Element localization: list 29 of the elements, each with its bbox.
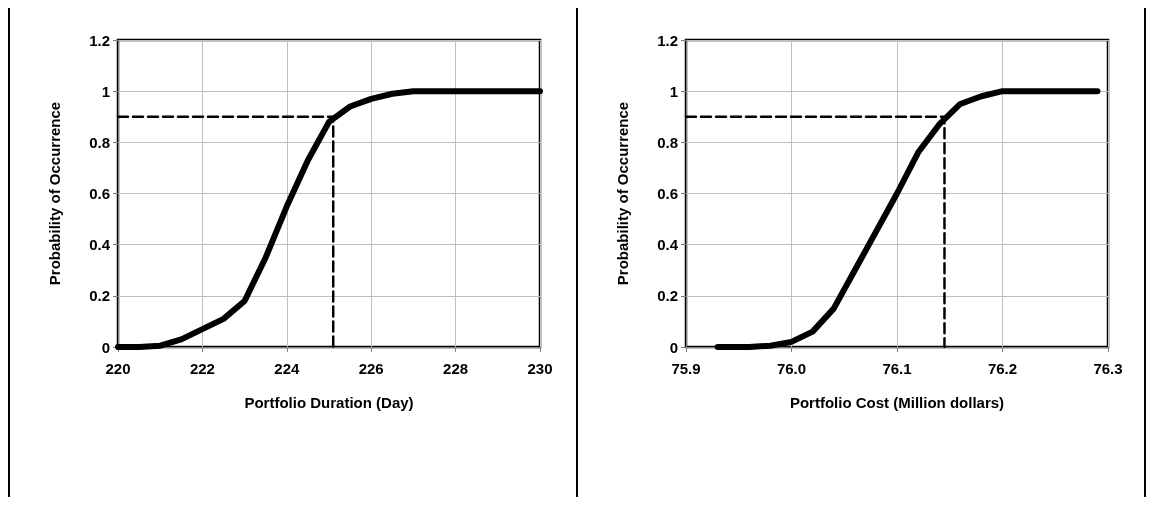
y-tick-label: 0: [669, 338, 678, 356]
y-tick-label: 0.4: [657, 236, 679, 254]
y-tick-label: 0.6: [657, 185, 678, 202]
y-tick-label: 1.2: [657, 31, 678, 49]
x-axis-title: Portfolio Cost (Million dollars): [789, 394, 1005, 411]
y-tick-label: 0.6: [89, 185, 110, 202]
y-tick-label: 0: [101, 338, 110, 356]
y-tick-label: 0.4: [89, 236, 111, 254]
y-axis-title: Probability of Occurrence: [46, 101, 63, 286]
x-tick-label: 228: [443, 360, 469, 377]
y-tick-label: 0.8: [89, 133, 110, 151]
x-tick-label: 76.0: [776, 360, 807, 377]
x-tick-label: 230: [527, 360, 553, 377]
x-axis-title: Portfolio Duration (Day): [244, 394, 414, 411]
x-tick-label: 220: [105, 360, 131, 377]
x-tick-label: 226: [358, 360, 384, 377]
y-tick-label: 0.2: [89, 287, 110, 305]
x-tick-label: 75.9: [671, 360, 701, 377]
y-tick-label: 0.8: [657, 133, 678, 151]
x-tick-label: 76.3: [1093, 360, 1123, 377]
y-tick-label: 1: [101, 82, 110, 100]
y-axis-title: Probability of Occurrence: [614, 101, 631, 286]
x-tick-label: 224: [274, 360, 300, 377]
x-tick-label: 76.1: [882, 360, 912, 377]
y-tick-label: 1.2: [89, 31, 110, 49]
x-tick-label: 76.2: [987, 360, 1018, 377]
x-tick-label: 222: [189, 360, 215, 377]
y-tick-label: 1: [669, 82, 678, 100]
y-tick-label: 0.2: [657, 287, 678, 305]
